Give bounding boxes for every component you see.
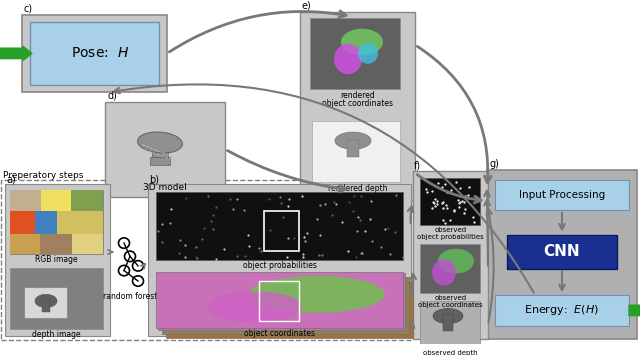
Text: c): c) bbox=[24, 4, 33, 13]
Text: a): a) bbox=[6, 174, 16, 184]
Bar bbox=[22, 15, 167, 92]
Bar bbox=[25, 288, 67, 318]
Ellipse shape bbox=[138, 132, 182, 153]
Text: Pose:  $\mathit{H}$: Pose: $\mathit{H}$ bbox=[72, 47, 129, 60]
FancyArrow shape bbox=[629, 303, 640, 317]
Text: g): g) bbox=[489, 159, 499, 169]
Text: b): b) bbox=[149, 174, 159, 184]
Text: e): e) bbox=[302, 1, 312, 11]
Text: object coordinates: object coordinates bbox=[244, 329, 315, 338]
Ellipse shape bbox=[35, 294, 57, 307]
Bar bbox=[443, 314, 453, 331]
Bar bbox=[35, 211, 57, 234]
Ellipse shape bbox=[248, 276, 385, 313]
Bar bbox=[156, 272, 403, 328]
Bar bbox=[158, 273, 405, 331]
Ellipse shape bbox=[358, 43, 378, 64]
Bar bbox=[259, 281, 299, 321]
Bar bbox=[495, 180, 629, 210]
Bar bbox=[487, 170, 637, 339]
Bar bbox=[507, 235, 617, 269]
Bar bbox=[413, 171, 488, 339]
Ellipse shape bbox=[334, 44, 362, 74]
Bar bbox=[264, 211, 299, 251]
Bar bbox=[162, 277, 409, 334]
Bar bbox=[30, 22, 159, 85]
Text: depth image: depth image bbox=[32, 331, 81, 339]
Bar bbox=[5, 184, 110, 336]
Ellipse shape bbox=[208, 291, 301, 322]
Bar bbox=[312, 121, 400, 182]
Text: d): d) bbox=[107, 91, 117, 101]
Text: observed: observed bbox=[435, 227, 467, 233]
Text: rendered depth: rendered depth bbox=[328, 184, 387, 193]
Bar bbox=[10, 211, 35, 234]
Bar bbox=[495, 295, 629, 326]
Text: RGB image: RGB image bbox=[35, 255, 78, 264]
Text: object coordinates: object coordinates bbox=[418, 302, 483, 308]
Bar bbox=[41, 190, 71, 211]
Text: random forest: random forest bbox=[103, 293, 157, 301]
Bar bbox=[71, 190, 103, 211]
Bar bbox=[10, 234, 40, 255]
Bar bbox=[150, 157, 170, 165]
Ellipse shape bbox=[433, 308, 463, 324]
Bar bbox=[1, 180, 411, 340]
Bar bbox=[420, 301, 480, 348]
Bar bbox=[300, 12, 415, 201]
Bar bbox=[420, 244, 480, 293]
Ellipse shape bbox=[432, 259, 456, 286]
Bar bbox=[10, 190, 103, 255]
Ellipse shape bbox=[341, 29, 383, 55]
Text: observed: observed bbox=[435, 295, 467, 301]
Text: observed depth: observed depth bbox=[423, 350, 478, 355]
Text: f): f) bbox=[414, 160, 421, 170]
Text: object probabilities: object probabilities bbox=[243, 261, 316, 270]
Text: Energy:  $E(H)$: Energy: $E(H)$ bbox=[524, 304, 600, 317]
Bar bbox=[152, 140, 168, 159]
Text: rendered: rendered bbox=[340, 91, 375, 100]
Text: Input Processing: Input Processing bbox=[519, 190, 605, 200]
Ellipse shape bbox=[335, 132, 371, 149]
Text: 3D model: 3D model bbox=[143, 183, 187, 192]
Bar bbox=[10, 268, 103, 329]
Text: CNN: CNN bbox=[544, 244, 580, 259]
Text: object coordinates: object coordinates bbox=[322, 99, 393, 108]
Text: object probabilities: object probabilities bbox=[417, 234, 484, 240]
Ellipse shape bbox=[438, 249, 474, 273]
Text: Preperatory steps: Preperatory steps bbox=[3, 170, 83, 180]
Bar bbox=[166, 281, 413, 338]
Bar bbox=[40, 234, 72, 255]
Bar bbox=[72, 234, 103, 255]
Bar bbox=[10, 190, 41, 211]
Bar bbox=[148, 184, 411, 336]
Bar bbox=[105, 102, 225, 197]
Bar bbox=[347, 140, 359, 157]
Bar bbox=[420, 178, 480, 225]
FancyArrow shape bbox=[0, 46, 32, 60]
Bar bbox=[42, 299, 50, 312]
Bar bbox=[57, 211, 103, 234]
Bar bbox=[310, 18, 400, 89]
Bar bbox=[156, 192, 403, 260]
